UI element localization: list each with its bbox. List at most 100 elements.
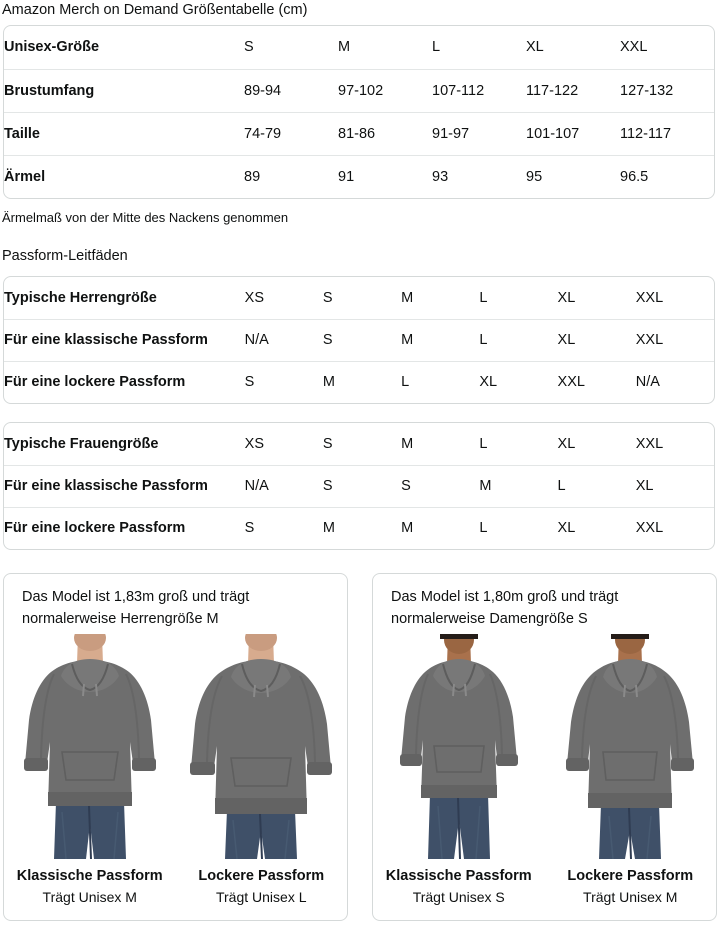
womens-model-caption: Das Model ist 1,80m groß und trägt norma…	[391, 589, 619, 627]
cell-womens-relaxed-xs: S	[244, 506, 323, 549]
cell-mens-classic-xxl: XXL	[635, 318, 714, 361]
row-label-womens-relaxed-fit: Für eine lockere Passform	[4, 506, 245, 549]
cell-mens-classic-s: S	[322, 318, 402, 361]
row-label-chest: Brustumfang	[4, 68, 244, 112]
mens-classic-fit-label: Klassische Passform	[16, 868, 163, 884]
womens-classic-fit-label: Klassische Passform	[385, 868, 532, 884]
mens-model-card: Das Model ist 1,83m groß und trägt norma…	[3, 573, 348, 921]
cell-sleeve-xxl: 96.5	[620, 154, 714, 198]
row-label-mens-classic-fit: Für eine klassische Passform	[4, 318, 245, 361]
cell-mens-relaxed-xl: XXL	[557, 360, 636, 403]
female-model-classic-fit-hoodie-photo	[383, 634, 534, 859]
row-label-sleeve: Ärmel	[4, 154, 244, 198]
cell-mens-relaxed-m: L	[401, 360, 480, 403]
column-header-xxl: XXL	[620, 39, 648, 56]
womens-model-card: Das Model ist 1,80m groß und trägt norma…	[372, 573, 717, 921]
cell-waist-s: 74-79	[244, 111, 338, 155]
cell-waist-l: 91-97	[432, 111, 526, 155]
column-header-xs: XS	[244, 435, 265, 452]
column-header-s: S	[244, 39, 254, 56]
cell-sleeve-l: 93	[432, 154, 526, 198]
cell-womens-classic-xs: N/A	[244, 464, 323, 507]
female-model-relaxed-fit-hoodie-photo	[555, 634, 706, 859]
table-row: Für eine lockere Passform S M M L XL XXL	[4, 506, 714, 549]
cell-sleeve-m: 91	[338, 154, 432, 198]
table-row: Für eine klassische Passform N/A S S M L…	[4, 464, 714, 507]
column-header-s: S	[322, 289, 333, 306]
row-label-womens-classic-fit: Für eine klassische Passform	[4, 464, 245, 507]
cell-womens-relaxed-s: M	[322, 506, 402, 549]
table-row: Brustumfang 89-94 97-102 107-112 117-122…	[4, 68, 714, 112]
cell-womens-relaxed-xxl: XXL	[635, 506, 714, 549]
mens-classic-fit-wears: Trägt Unisex M	[42, 889, 137, 905]
mens-relaxed-fit-label: Lockere Passform	[198, 868, 325, 884]
cell-womens-relaxed-xl: XL	[557, 506, 636, 549]
column-header-xs: XS	[244, 289, 265, 306]
mens-relaxed-fit-label-group: Lockere Passform Trägt Unisex L	[176, 866, 348, 908]
mens-relaxed-fit-figure	[176, 634, 348, 859]
cell-womens-classic-l: M	[479, 464, 558, 507]
row-label-mens-relaxed-fit: Für eine lockere Passform	[4, 360, 245, 403]
column-header-l: L	[432, 39, 441, 56]
cell-sleeve-xl: 95	[526, 154, 620, 198]
womens-fit-labels: Klassische Passform Trägt Unisex S Locke…	[373, 866, 716, 908]
womens-relaxed-fit-figure	[545, 634, 717, 859]
column-header-l: L	[479, 435, 488, 452]
mens-fit-table: Typische Herrengröße XS S M L XL XXL Für…	[3, 276, 715, 404]
womens-relaxed-fit-wears: Trägt Unisex M	[583, 889, 678, 905]
cell-mens-relaxed-xxl: N/A	[635, 360, 714, 403]
cell-mens-classic-l: L	[479, 318, 558, 361]
cell-womens-classic-s: S	[322, 464, 402, 507]
womens-fit-table: Typische Frauengröße XS S M L XL XXL Für…	[3, 422, 715, 550]
cell-chest-xl: 117-122	[526, 68, 620, 112]
cell-waist-xxl: 112-117	[620, 111, 714, 155]
cell-womens-classic-m: S	[401, 464, 480, 507]
cell-mens-classic-xs: N/A	[244, 318, 323, 361]
column-header-xxl: XXL	[635, 435, 664, 452]
table-row: Für eine klassische Passform N/A S M L X…	[4, 318, 714, 361]
cell-chest-xxl: 127-132	[620, 68, 714, 112]
column-header-m: M	[401, 435, 414, 452]
size-measurement-table: Unisex-Größe S M L XL XXL Brustumfang 89…	[3, 25, 715, 199]
mens-model-figures	[4, 634, 347, 859]
column-header-xl: XL	[526, 39, 544, 56]
cell-mens-relaxed-l: XL	[479, 360, 558, 403]
table-row-header: Unisex-Größe S M L XL XXL	[4, 26, 714, 69]
column-header-xxl: XXL	[635, 289, 664, 306]
mens-relaxed-fit-wears: Trägt Unisex L	[215, 889, 307, 905]
fit-guides-heading: Passform-Leitfäden	[2, 248, 128, 264]
womens-classic-fit-figure	[373, 634, 545, 859]
row-label-typical-mens-size: Typische Herrengröße	[4, 289, 157, 306]
womens-classic-fit-wears: Trägt Unisex S	[412, 889, 505, 905]
mens-classic-fit-figure	[4, 634, 176, 859]
cell-mens-classic-m: M	[401, 318, 480, 361]
cell-womens-classic-xxl: XL	[635, 464, 714, 507]
table-row: Ärmel 89 91 93 95 96.5	[4, 154, 714, 198]
column-header-s: S	[322, 435, 333, 452]
womens-model-figures	[373, 634, 716, 859]
cell-chest-s: 89-94	[244, 68, 338, 112]
cell-mens-relaxed-xs: S	[244, 360, 323, 403]
cell-chest-l: 107-112	[432, 68, 526, 112]
cell-sleeve-s: 89	[244, 154, 338, 198]
mens-classic-fit-label-group: Klassische Passform Trägt Unisex M	[4, 866, 176, 908]
table-row-header: Typische Frauengröße XS S M L XL XXL	[4, 423, 714, 465]
womens-classic-fit-label-group: Klassische Passform Trägt Unisex S	[373, 866, 545, 908]
column-header-xl: XL	[557, 435, 576, 452]
cell-womens-relaxed-m: M	[401, 506, 480, 549]
column-header-unisex-size: Unisex-Größe	[4, 39, 100, 56]
column-header-xl: XL	[557, 289, 576, 306]
table-row-header: Typische Herrengröße XS S M L XL XXL	[4, 277, 714, 319]
mens-model-caption: Das Model ist 1,83m groß und trägt norma…	[22, 589, 250, 627]
row-label-typical-womens-size: Typische Frauengröße	[4, 435, 159, 452]
sleeve-measurement-note: Ärmelmaß von der Mitte des Nackens genom…	[2, 210, 289, 225]
cell-mens-classic-xl: XL	[557, 318, 636, 361]
womens-relaxed-fit-label-group: Lockere Passform Trägt Unisex M	[545, 866, 717, 908]
column-header-l: L	[479, 289, 488, 306]
table-row: Taille 74-79 81-86 91-97 101-107 112-117	[4, 111, 714, 155]
row-label-waist: Taille	[4, 111, 244, 155]
male-model-classic-fit-hoodie-photo	[9, 634, 170, 859]
cell-womens-classic-xl: L	[557, 464, 636, 507]
cell-waist-m: 81-86	[338, 111, 432, 155]
